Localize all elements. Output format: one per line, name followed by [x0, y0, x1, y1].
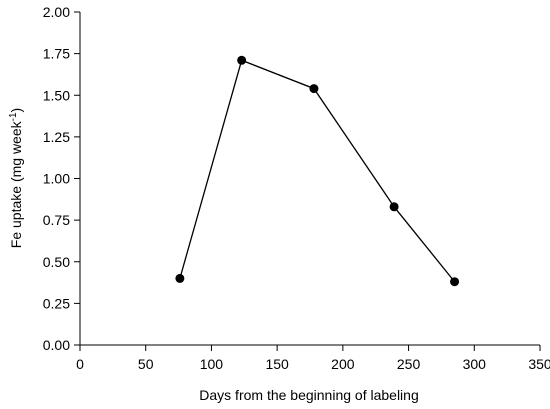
y-tick-label: 1.50 — [43, 87, 70, 103]
data-point — [175, 273, 185, 283]
y-tick-label: 0.25 — [43, 295, 70, 311]
x-tick-label: 100 — [200, 356, 224, 372]
series-group — [175, 55, 460, 287]
axes — [79, 12, 540, 346]
data-point — [309, 84, 319, 94]
data-point — [389, 202, 399, 212]
y-axis-ticks: 0.00 0.25 0.50 0.75 1.00 1.25 1.50 1.75 2.00 — [43, 4, 80, 353]
x-axis-title: Days from the beginning of labeling — [199, 387, 418, 403]
y-tick-label: 0.75 — [43, 212, 70, 228]
x-tick-label: 150 — [265, 356, 289, 372]
y-tick-label: 0.00 — [43, 337, 70, 353]
y-axis-title-base: Fe uptake (mg week — [8, 120, 24, 248]
series-line — [179, 59, 456, 283]
y-tick-label: 1.75 — [43, 46, 70, 62]
y-axis-title-superscript: -1 — [8, 112, 19, 121]
x-tick-label: 0 — [76, 356, 84, 372]
x-axis-ticks: 0 50 100 150 200 250 300 350 — [76, 345, 550, 372]
y-tick-label: 2.00 — [43, 4, 70, 20]
x-tick-label: 250 — [397, 356, 421, 372]
y-tick-label: 0.50 — [43, 254, 70, 270]
y-tick-label: 1.00 — [43, 171, 70, 187]
data-point — [450, 277, 460, 287]
y-tick-label: 1.25 — [43, 129, 70, 145]
x-tick-label: 350 — [528, 356, 550, 372]
x-tick-label: 200 — [331, 356, 355, 372]
x-tick-label: 300 — [463, 356, 487, 372]
x-tick-label: 50 — [138, 356, 154, 372]
data-point — [237, 55, 247, 65]
y-axis-title-close: ) — [8, 108, 24, 113]
y-axis-title: Fe uptake (mg week-1) — [8, 108, 24, 248]
